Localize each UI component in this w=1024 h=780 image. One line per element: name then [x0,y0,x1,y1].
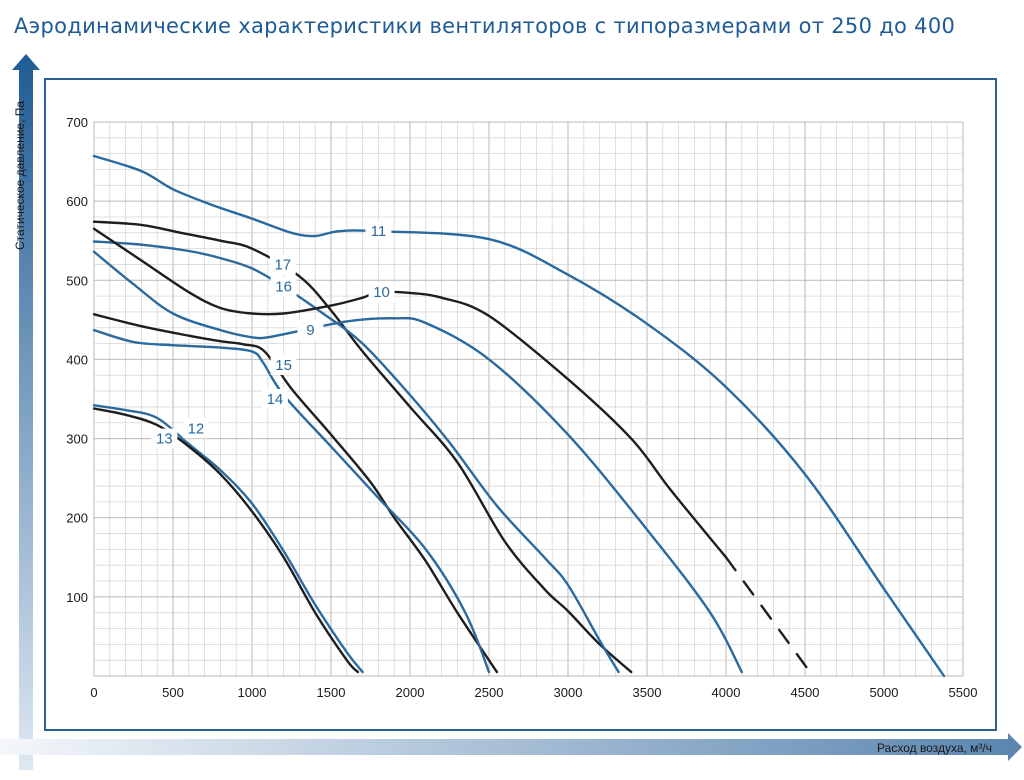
grid [93,121,964,677]
curve-11 [92,154,946,678]
x-axis-arrow [0,733,1022,761]
curve-10-dashed [724,556,815,678]
y-tick-label: 600 [66,194,88,209]
y-tick-label: 500 [66,273,88,288]
curve-15 [92,313,499,674]
curve-17 [92,220,633,674]
curve-label-17: 17 [274,256,291,273]
y-tick-label: 400 [66,352,88,367]
x-tick-label: 1500 [317,685,346,700]
curve-label-12: 12 [188,420,205,437]
curve-labels: 11 17 16 10 9 15 14 12 13 [151,221,395,449]
x-tick-label: 4000 [712,685,741,700]
curve-label-10: 10 [373,284,390,301]
y-tick-label: 300 [66,432,88,447]
curve-9 [92,250,743,674]
curve-label-11: 11 [371,223,387,240]
curve-label-bg [297,320,324,341]
x-tick-label: 500 [162,685,184,700]
curve-12 [92,404,364,674]
curve-label-bg [365,221,392,242]
curve-16 [92,240,620,674]
curve-label-bg [182,418,209,439]
y-tick-label: 700 [66,115,88,130]
curve-label-bg [270,276,297,297]
curve-label-bg [269,254,296,275]
y-tick-label: 200 [66,511,88,526]
curve-label-15: 15 [275,357,292,374]
y-tick-label: 100 [66,590,88,605]
curve-label-14: 14 [267,391,284,408]
curve-label-bg [270,354,297,375]
y-axis-label: Статическое давление, Па [13,101,27,250]
x-tick-label: 3000 [554,685,583,700]
curve-14 [92,328,491,674]
curve-label-13: 13 [156,431,173,448]
curve-label-bg [151,428,178,449]
chart-title: Аэродинамические характеристики вентилят… [14,14,956,38]
x-tick-label: 0 [90,685,97,700]
curve-label-bg [261,389,288,409]
x-tick-label: 5500 [949,685,978,700]
curve-label-bg [368,282,395,303]
tick-labels: 0 500 1000 1500 2000 2500 3000 3500 4000 4500 5000… [66,115,977,700]
x-axis-label: Расход воздуха, м³/ч [877,741,992,755]
x-tick-label: 1000 [238,685,267,700]
curves [92,154,946,678]
curve-label-9: 9 [306,322,314,339]
x-tick-label: 3500 [633,685,662,700]
x-tick-label: 2000 [396,685,425,700]
y-axis-arrow [12,54,40,770]
x-tick-label: 2500 [475,685,504,700]
x-tick-label: 5000 [870,685,899,700]
x-tick-label: 4500 [791,685,820,700]
curve-13 [92,407,360,674]
curve-label-16: 16 [275,279,292,296]
